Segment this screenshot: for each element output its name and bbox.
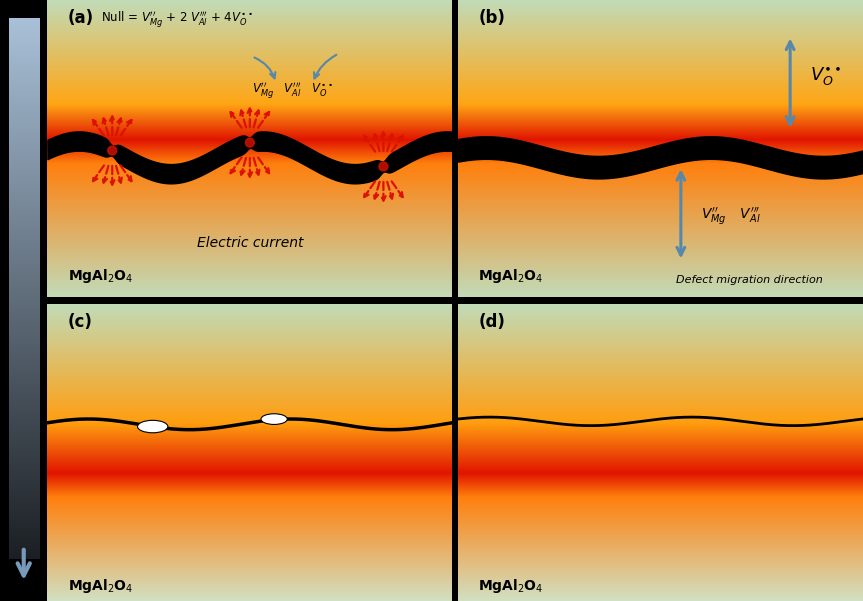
Text: (d): (d) <box>478 313 506 331</box>
Text: (b): (b) <box>478 9 506 27</box>
Text: $V_{Mg}^{\prime\prime}$   $V_{Al}^{\prime\prime\prime}$   $V_{O}^{\bullet\bullet: $V_{Mg}^{\prime\prime}$ $V_{Al}^{\prime\… <box>252 80 333 100</box>
Text: $V_{Mg}^{\prime\prime}$   $V_{Al}^{\prime\prime\prime}$: $V_{Mg}^{\prime\prime}$ $V_{Al}^{\prime\… <box>701 206 761 227</box>
Text: (a): (a) <box>67 9 94 27</box>
Text: MgAl$_2$O$_4$: MgAl$_2$O$_4$ <box>478 267 544 285</box>
Text: Defect migration direction: Defect migration direction <box>677 275 823 285</box>
Ellipse shape <box>261 413 287 424</box>
Ellipse shape <box>379 162 387 171</box>
Ellipse shape <box>137 420 168 433</box>
Text: MgAl$_2$O$_4$: MgAl$_2$O$_4$ <box>67 267 133 285</box>
Text: $V_{O}^{\bullet\bullet}$: $V_{O}^{\bullet\bullet}$ <box>810 66 842 88</box>
Text: (c): (c) <box>67 313 92 331</box>
Text: MgAl$_2$O$_4$: MgAl$_2$O$_4$ <box>67 577 133 595</box>
Text: Null = $V_{Mg}^{\prime\prime}$ + 2 $V_{Al}^{\prime\prime\prime}$ + 4$V_{O}^{\bul: Null = $V_{Mg}^{\prime\prime}$ + 2 $V_{A… <box>101 9 253 29</box>
Text: Electric current: Electric current <box>197 236 303 251</box>
Text: MgAl$_2$O$_4$: MgAl$_2$O$_4$ <box>478 577 544 595</box>
Ellipse shape <box>108 146 117 155</box>
Ellipse shape <box>245 138 255 147</box>
